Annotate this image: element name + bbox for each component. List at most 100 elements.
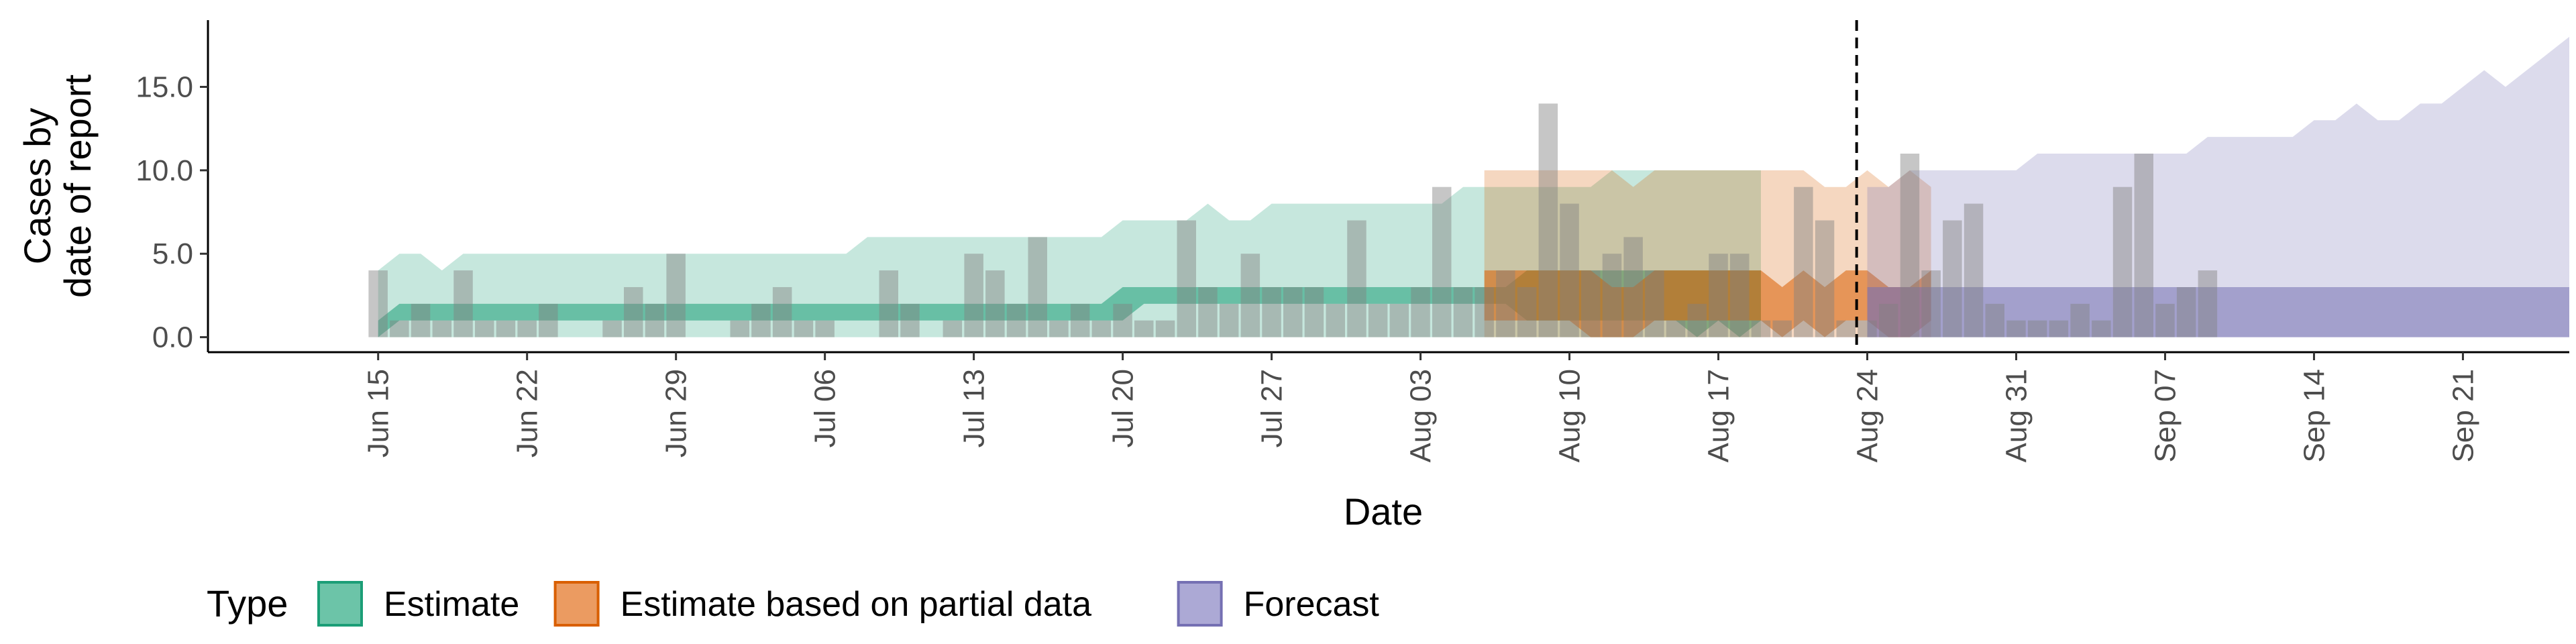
reported-case-bar — [539, 303, 558, 337]
reported-case-bar — [2070, 303, 2090, 337]
x-tick-label: Jun 22 — [511, 369, 544, 458]
legend-key — [317, 581, 363, 627]
reported-case-bar — [1943, 220, 1962, 337]
reported-case-bar — [1432, 186, 1452, 337]
legend-label: Estimate based on partial data — [621, 585, 1092, 624]
reported-case-bar — [517, 320, 537, 337]
reported-case-bar — [1858, 320, 1877, 337]
legend-key — [1177, 581, 1223, 627]
reported-case-bar — [1687, 303, 1707, 337]
x-tick-label: Jul 13 — [958, 369, 991, 447]
reported-case-bar — [1794, 186, 1813, 337]
reported-case-bar — [1049, 320, 1069, 337]
reported-case-bar — [1155, 320, 1175, 337]
reported-case-bar — [666, 254, 686, 337]
reported-case-bar — [2092, 320, 2111, 337]
reported-case-bar — [1836, 320, 1856, 337]
y-axis-title-line: date of report — [56, 74, 99, 299]
reported-case-bar — [1411, 287, 1430, 337]
x-tick-label: Jul 06 — [809, 369, 842, 447]
tick-layer: 0.0 5.0 10.0 15.0 Jun 15 Jun 22 Jun 29 Jul 06 Ju… — [136, 70, 2479, 462]
x-tick-label: Jun 15 — [362, 369, 395, 458]
reported-case-bar — [1262, 287, 1281, 337]
reported-case-bar — [1006, 303, 1026, 337]
reported-case-bar — [602, 320, 622, 337]
x-tick-label: Aug 24 — [1851, 369, 1884, 462]
ribbon-layer — [378, 36, 2569, 337]
reported-case-bar — [1474, 287, 1494, 337]
reported-case-bar — [1645, 270, 1664, 337]
y-axis-title-line: Cases by — [16, 108, 58, 264]
reported-case-bar — [645, 303, 665, 337]
reported-case-bar — [1496, 270, 1515, 337]
reported-case-bar — [900, 303, 920, 337]
x-axis-title: Date — [1344, 490, 1423, 533]
reported-case-bar — [390, 320, 409, 337]
reported-case-bar — [1368, 303, 1388, 337]
reported-case-bar — [1772, 320, 1792, 337]
reported-case-bar — [432, 320, 452, 337]
reported-case-bar — [1730, 254, 1750, 337]
legend: Type Estimate Estimate based on partial da… — [207, 581, 1380, 627]
reported-case-bar — [411, 303, 431, 337]
reported-case-bar — [1751, 320, 1771, 337]
reported-case-bar — [1070, 303, 1090, 337]
x-tick-label: Aug 31 — [2000, 369, 2033, 462]
reported-case-bar — [1198, 287, 1218, 337]
reported-case-bar — [730, 320, 749, 337]
reported-case-bar — [1921, 270, 1941, 337]
x-tick-label: Aug 17 — [1703, 369, 1735, 462]
reported-case-bar — [794, 320, 814, 337]
reported-case-bar — [2134, 154, 2153, 337]
reported-case-bar — [1517, 287, 1537, 337]
reported-case-bar — [879, 270, 898, 337]
reported-case-bar — [1028, 237, 1047, 337]
reported-case-bar — [2112, 186, 2133, 337]
y-tick-label: 0.0 — [152, 321, 193, 354]
reported-case-bar — [1709, 254, 1728, 337]
reported-case-bar — [1177, 220, 1196, 337]
reported-case-bar — [2027, 320, 2047, 337]
x-tick-label: Sep 21 — [2447, 369, 2479, 462]
reported-case-bar — [1304, 287, 1324, 337]
reported-case-bar — [1602, 254, 1622, 337]
ribbon-50-partial — [1484, 270, 1931, 337]
legend-label: Forecast — [1244, 585, 1380, 624]
reported-case-bar — [1900, 154, 1920, 337]
reported-case-bar — [475, 320, 494, 337]
reported-case-bar — [1581, 270, 1601, 337]
ribbon-90-forecast — [1867, 36, 2569, 337]
reported-case-bar — [964, 254, 983, 337]
y-tick-label: 10.0 — [136, 154, 193, 187]
reported-case-bar — [368, 270, 388, 337]
ribbon-50-forecast — [1867, 287, 2569, 337]
reported-case-bar — [1091, 320, 1112, 337]
reported-case-bar — [1113, 303, 1132, 337]
reported-case-bar — [1219, 303, 1239, 337]
x-tick-label: Aug 03 — [1405, 369, 1438, 462]
reported-case-bar — [1560, 203, 1579, 337]
reported-case-bar — [1134, 320, 1154, 337]
reported-case-bar — [2198, 270, 2218, 337]
reported-case-bar — [1666, 320, 1686, 337]
reported-case-bar — [1985, 303, 2004, 337]
reported-case-bar — [1964, 203, 1984, 337]
reported-case-bar — [1879, 303, 1898, 337]
reported-case-bar — [772, 287, 792, 337]
y-tick-label: 5.0 — [152, 237, 193, 270]
reported-case-bar — [1389, 303, 1409, 337]
x-tick-label: Sep 14 — [2298, 369, 2330, 462]
reported-case-bar — [815, 320, 835, 337]
reported-case-bar — [1623, 237, 1643, 337]
reported-case-bar — [2006, 320, 2026, 337]
x-tick-label: Aug 10 — [1554, 369, 1587, 462]
reported-case-bar — [1347, 220, 1366, 337]
legend-label: Estimate — [384, 585, 519, 624]
reported-case-bar — [2176, 287, 2196, 337]
reported-case-bar — [985, 270, 1005, 337]
reported-case-bar — [751, 303, 771, 337]
reported-case-bar — [624, 287, 643, 337]
x-tick-label: Sep 07 — [2149, 369, 2182, 462]
